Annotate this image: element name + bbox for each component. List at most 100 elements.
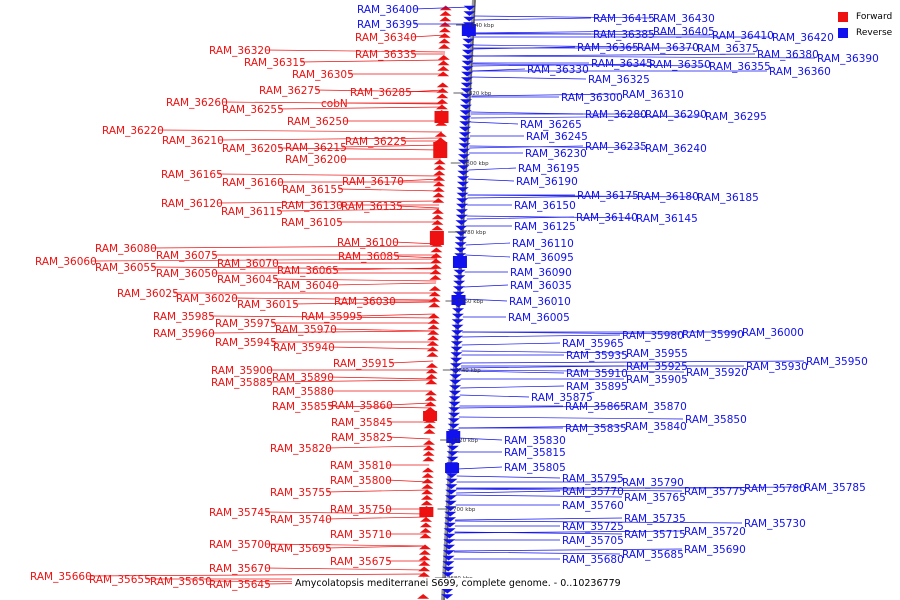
label-ram-35785: RAM_35785 [804,482,866,494]
forward-gene [437,55,450,60]
label-ram-35985: RAM_35985 [153,311,215,323]
leader-line [463,298,508,302]
label-ram-36210: RAM_36210 [162,135,224,147]
reverse-gene [443,544,456,550]
leader-line [326,545,427,549]
reverse-gene [460,82,473,88]
label-ram-36265: RAM_36265 [520,119,582,131]
label-ram-36380: RAM_36380 [757,49,819,61]
label-ram-36255: RAM_36255 [222,104,284,116]
leader-line [222,101,444,105]
forward-gene [436,93,449,99]
label-ram-36400: RAM_36400 [357,4,419,16]
reverse-gene [459,115,472,121]
forward-gene-block [419,507,434,517]
leader-line [455,494,623,498]
leader-line [300,59,445,63]
label-ram-36060: RAM_36060 [35,256,97,268]
label-ram-36175: RAM_36175 [577,190,639,202]
forward-gene [438,27,451,33]
leader-line [470,121,519,125]
reverse-gene [452,291,465,297]
leader-line [472,55,816,59]
reverse-gene [461,66,474,71]
forward-gene [421,467,434,473]
label-ram-35775: RAM_35775 [684,486,746,498]
label-ram-35795: RAM_35795 [562,473,624,485]
label-ram-35700: RAM_35700 [209,539,271,551]
label-ram-35690: RAM_35690 [684,544,746,556]
tick-label: 7760 kbp [457,299,483,305]
label-ram-35800: RAM_35800 [330,475,392,487]
forward-gene [436,82,449,88]
reverse-gene [459,126,472,132]
label-ram-36080: RAM_36080 [95,243,157,255]
leader-line [470,115,704,119]
label-ram-36165: RAM_36165 [161,169,223,181]
forward-gene [432,198,445,203]
leader-line [468,178,515,182]
reverse-gene [453,280,466,286]
label-ram-36325: RAM_36325 [588,74,650,86]
label-ram-35725: RAM_35725 [562,521,624,533]
leader-line [398,178,441,182]
forward-gene [431,209,444,214]
leader-line [471,76,587,80]
reverse-gene [451,319,464,324]
reverse-gene [458,137,471,143]
label-ram-36090: RAM_36090 [510,267,572,279]
leader-line [456,488,683,492]
label-ram-35720: RAM_35720 [684,526,746,538]
label-ram-36155: RAM_36155 [282,184,344,196]
label-ram-36025: RAM_36025 [117,288,179,300]
reverse-gene [443,533,456,539]
label-ram-36065: RAM_36065 [277,265,339,277]
label-ram-35845: RAM_35845 [331,417,393,429]
reverse-gene [458,148,471,154]
reverse-gene [444,511,457,517]
forward-gene [417,594,430,599]
label-ram-35715: RAM_35715 [624,529,686,541]
forward-gene [429,264,442,269]
label-ram-36160: RAM_36160 [222,177,284,189]
leader-line [460,385,565,389]
label-ram-35990: RAM_35990 [682,329,744,341]
forward-gene [421,478,434,484]
leader-line [472,63,708,67]
reverse-gene [452,286,465,291]
reverse-gene [443,522,456,528]
label-ram-36305: RAM_36305 [292,69,354,81]
label-ram-35920: RAM_35920 [686,367,748,379]
label-ram-35705: RAM_35705 [562,535,624,547]
genome-caption: Amycolatopsis mediterranei S699, complet… [292,578,624,589]
label-ram-36430: RAM_36430 [653,13,715,25]
label-ram-36330: RAM_36330 [527,64,589,76]
leader-line [455,517,623,521]
reverse-gene [456,203,469,209]
label-ram-35895: RAM_35895 [566,381,628,393]
reverse-gene [463,11,476,16]
label-ram-36390: RAM_36390 [817,53,879,65]
forward-gene [427,324,440,330]
leader-line [471,93,621,97]
leader-line [273,278,437,282]
forward-gene [433,165,446,170]
label-ram-35975: RAM_35975 [215,318,277,330]
label-ram-36125: RAM_36125 [514,221,576,233]
forward-gene [435,121,448,126]
leader-line [456,490,561,494]
reverse-gene [442,566,455,572]
forward-gene [420,500,433,506]
reverse-gene [445,473,458,478]
reverse-gene [446,451,459,456]
label-ram-36140: RAM_36140 [576,212,638,224]
leader-line [406,89,444,93]
reverse-gene [454,253,467,258]
leader-line [326,445,430,449]
label-ram-35685: RAM_35685 [622,549,684,561]
label-ram-35670: RAM_35670 [209,563,271,575]
forward-gene [428,297,441,302]
forward-gene [425,379,438,385]
leader-line [151,245,438,249]
label-ram-35810: RAM_35810 [330,460,392,472]
